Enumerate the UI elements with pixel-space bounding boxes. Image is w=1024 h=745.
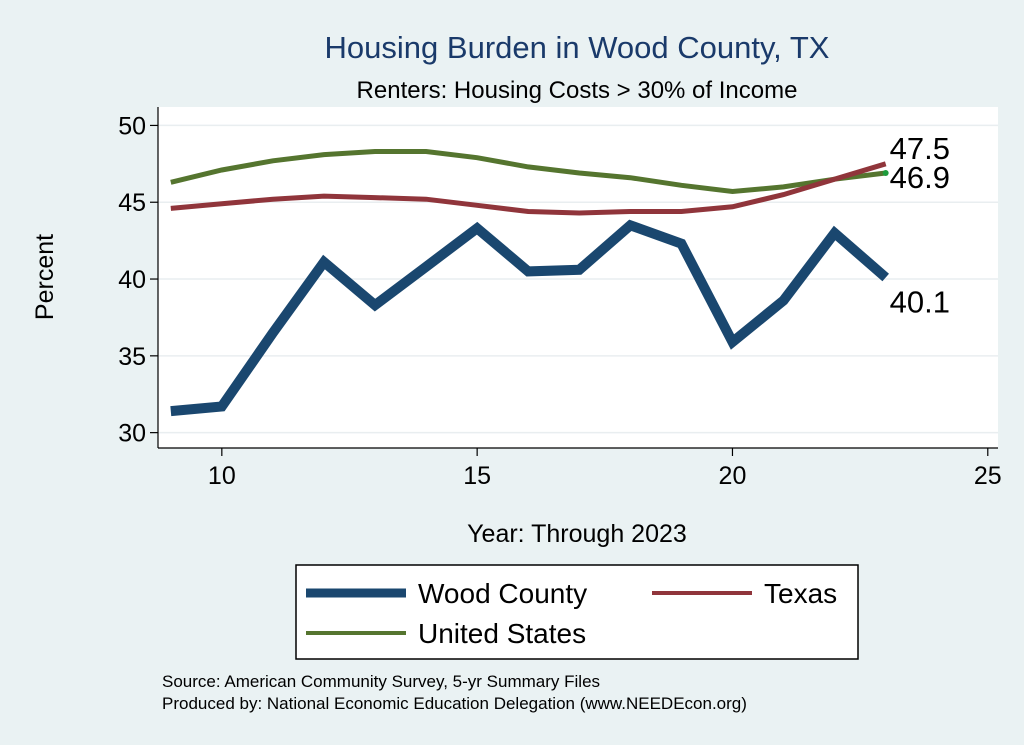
y-tick-label: 45: [118, 189, 146, 217]
y-tick-label: 30: [118, 420, 146, 448]
series-line-wood-county: [170, 219, 889, 417]
legend-label-united-states: United States: [418, 618, 586, 649]
legend-label-texas: Texas: [764, 578, 837, 609]
series-line-united-states: [170, 149, 887, 195]
y-tick-label: 40: [118, 266, 146, 294]
chart-title: Housing Burden in Wood County, TX: [325, 30, 830, 65]
legend-label-wood-county: Wood County: [418, 578, 587, 609]
end-label-united-states: 46.9: [890, 160, 950, 195]
series-layer: [170, 149, 889, 417]
end-label-texas: 47.5: [890, 131, 950, 166]
legend: Wood County Texas United States: [295, 564, 859, 660]
x-tick-label: 25: [974, 462, 1002, 490]
chart-subtitle: Renters: Housing Costs > 30% of Income: [357, 77, 798, 104]
legend-box: [295, 564, 859, 660]
plot-area: [158, 107, 998, 448]
x-tick-label: 10: [208, 462, 236, 490]
y-axis-label: Percent: [31, 234, 59, 320]
axes: 30 35 40 45 50 10 15 20 25: [118, 107, 1002, 490]
produced-note: Produced by: National Economic Education…: [162, 694, 747, 713]
end-labels: 40.1 47.546.9: [890, 131, 950, 320]
endpoint-marker-united-states: [882, 170, 889, 177]
x-axis-label: Year: Through 2023: [467, 520, 687, 548]
y-tick-label: 50: [118, 112, 146, 140]
grid-lines: [158, 124, 998, 434]
series-line-texas: [170, 161, 887, 216]
end-label-wood-county: 40.1: [890, 285, 950, 320]
x-tick-label: 20: [719, 462, 747, 490]
source-note: Source: American Community Survey, 5-yr …: [162, 672, 600, 691]
y-tick-label: 35: [118, 343, 146, 371]
x-tick-label: 15: [463, 462, 491, 490]
